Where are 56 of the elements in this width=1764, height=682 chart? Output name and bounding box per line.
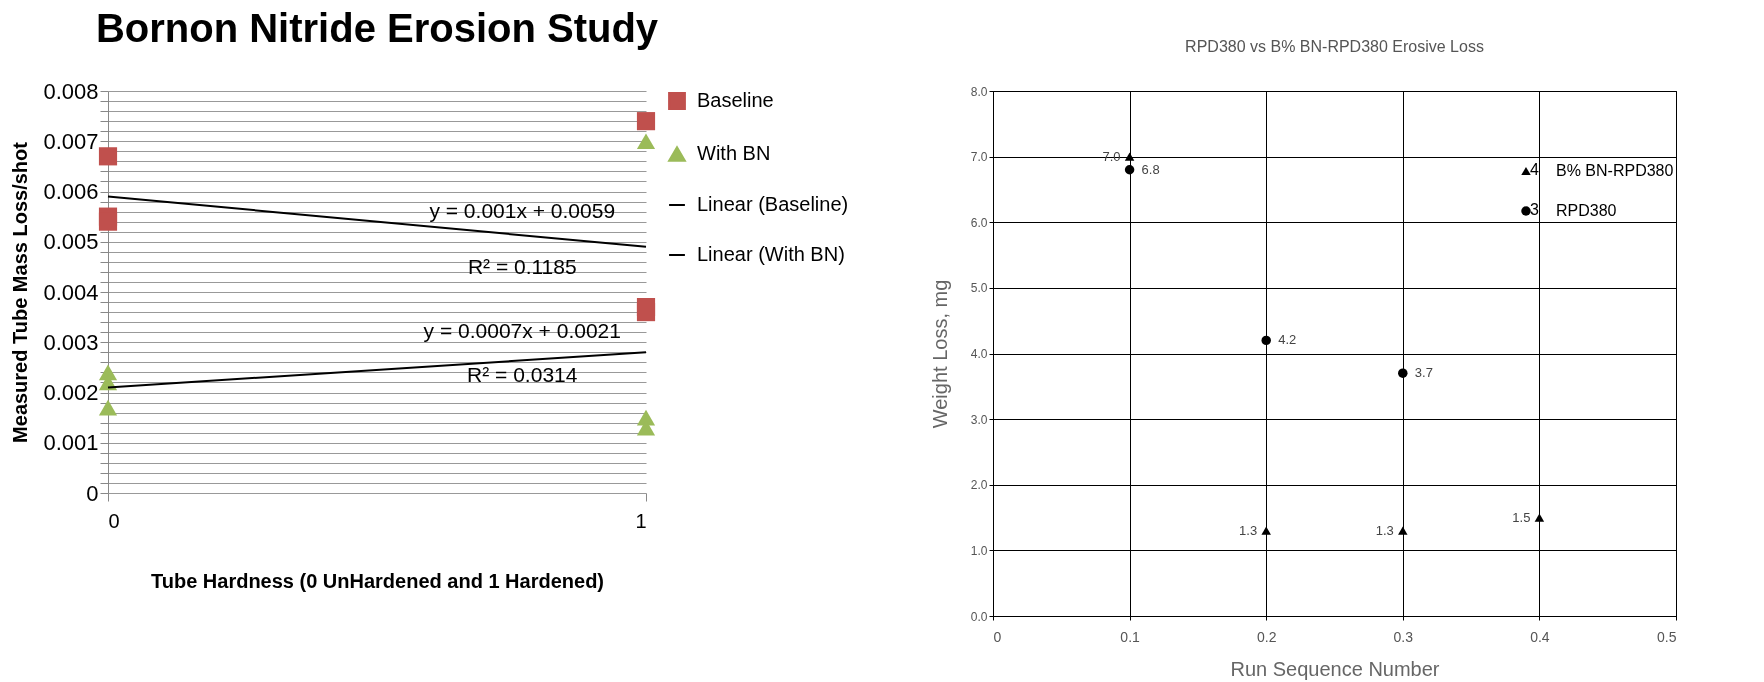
- y-tick-label: 0: [86, 480, 99, 506]
- y-tick-label: 3.0: [970, 412, 988, 427]
- legend-label: RPD380: [1556, 202, 1617, 219]
- y-tick-label: 0.006: [43, 179, 99, 204]
- y-tick-label: 0.007: [43, 128, 99, 154]
- x-tick-label: 0.3: [1393, 628, 1414, 645]
- data-label: 6.8: [1141, 161, 1160, 177]
- chart-title: RPD380 vs B% BN-RPD380 Erosive Loss: [1185, 38, 1484, 55]
- legend-label: Baseline: [697, 89, 774, 111]
- x-tick-label: 0.1: [1120, 628, 1141, 645]
- point: [1124, 152, 1135, 161]
- data-label: 1.3: [1375, 522, 1394, 538]
- y-tick-label: 0.0: [970, 609, 988, 624]
- x-tick-label: 1: [635, 509, 647, 532]
- y-tick-label: 6.0: [970, 215, 988, 230]
- y-tick-label: 0.003: [43, 329, 99, 355]
- y-tick-label: 0.002: [43, 380, 99, 405]
- x-tick-label: 0.5: [1657, 628, 1677, 645]
- legend-label: B% BN-RPD380: [1556, 162, 1674, 179]
- y-tick-label: 5.0: [970, 281, 988, 296]
- point: [1398, 526, 1408, 535]
- data-label: 4.2: [1278, 332, 1297, 348]
- data-label: 3.7: [1414, 365, 1433, 381]
- chart-title: Bornon Nitride Erosion Study: [95, 6, 659, 50]
- annotation: 4: [1530, 161, 1539, 178]
- data-label: 1.5: [1512, 509, 1531, 525]
- y-tick-label: 0.005: [43, 229, 99, 255]
- x-tick-label: 0: [993, 628, 1002, 645]
- y-tick-label: 8.0: [970, 84, 988, 99]
- y-tick-label: 0.004: [43, 279, 99, 305]
- y-tick-label: 1.0: [970, 543, 988, 558]
- y-tick-label: 2.0: [970, 478, 988, 493]
- y-axis-title: Measured Tube Mass Loss/shot: [9, 141, 32, 443]
- y-tick-label: 0.008: [43, 78, 99, 104]
- legend-label: With BN: [697, 142, 771, 164]
- x-axis-title: Tube Hardness (0 UnHardened and 1 Hardened): [150, 569, 605, 592]
- y-tick-label: 0.001: [43, 430, 99, 456]
- legend-label: Linear (Baseline): [697, 193, 849, 215]
- annotation: R² = 0.1185: [467, 254, 577, 278]
- annotation: 3: [1530, 201, 1539, 218]
- annotation: R² = 0.0314: [467, 363, 578, 387]
- x-axis-title: Run Sequence Number: [1230, 657, 1440, 680]
- data-label: 1.3: [1239, 522, 1258, 538]
- y-axis-title: Weight Loss, mg: [928, 279, 951, 429]
- point: [1398, 368, 1408, 378]
- y-tick-label: 4.0: [970, 347, 988, 361]
- legend-label: Linear (With BN): [697, 243, 845, 265]
- point: [1124, 165, 1135, 175]
- y-tick-label: 7.0: [970, 150, 988, 165]
- point: [1261, 526, 1271, 535]
- point: [1261, 335, 1271, 346]
- annotation: y = 0.001x + 0.0059: [429, 198, 616, 222]
- annotation: y = 0.0007x + 0.0021: [423, 319, 621, 343]
- x-tick-label: 0.4: [1530, 628, 1550, 645]
- point: [1534, 513, 1545, 522]
- x-tick-label: 0.2: [1256, 628, 1277, 645]
